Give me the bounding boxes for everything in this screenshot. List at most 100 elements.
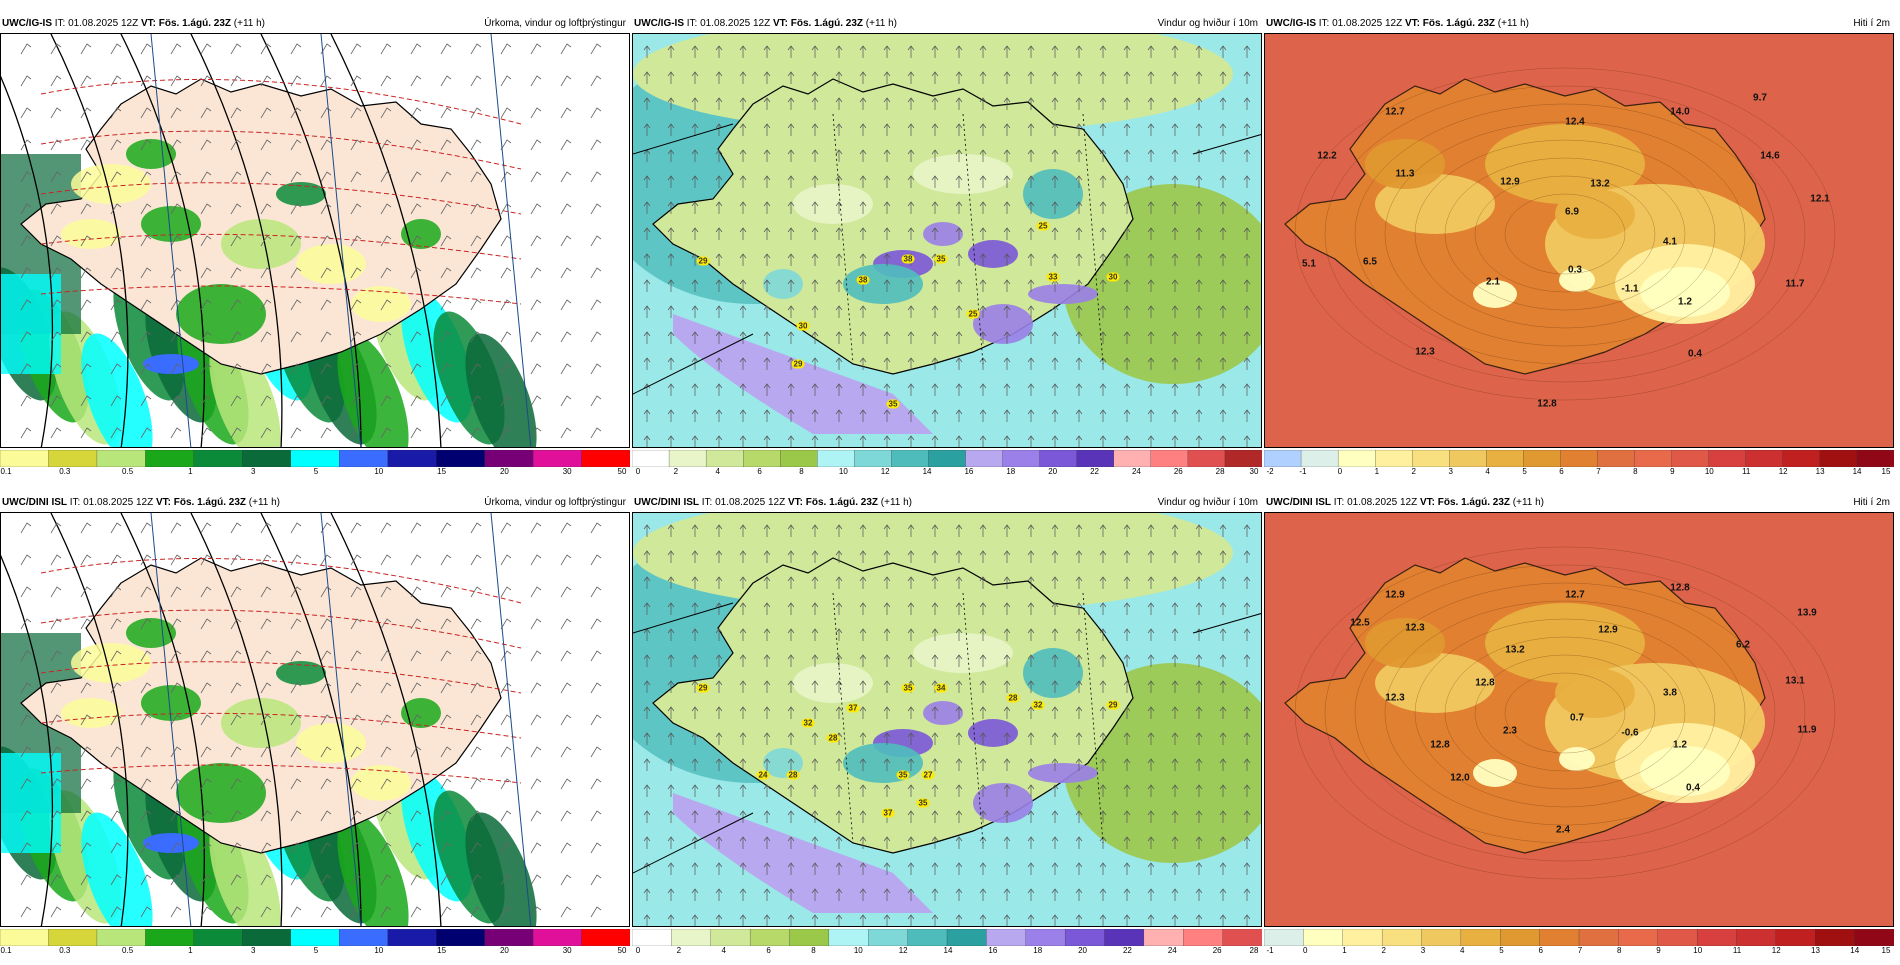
temperature-label: 13.9: [1797, 607, 1817, 619]
colorbar-tick-label: 1: [1374, 467, 1380, 476]
temperature-label: 1.2: [1673, 739, 1687, 751]
colorbar-swatch: [1671, 450, 1710, 467]
colorbar-swatch: [532, 450, 583, 467]
lead-time: (+11 h): [248, 497, 281, 508]
issue-time: IT: 01.08.2025 12Z: [686, 18, 771, 29]
colorbar: [632, 450, 1262, 467]
valid-time: Fös. 1.ágú. 23Z: [158, 18, 231, 29]
gust-label: 28: [1006, 693, 1020, 703]
colorbar-tick-label: 2: [1381, 946, 1386, 955]
valid-prefix: VT:: [787, 497, 803, 508]
lead-time: (+11 h): [1497, 18, 1530, 29]
gust-label: 30: [796, 321, 810, 331]
colorbar-swatch: [290, 450, 340, 467]
colorbar-tick-label: 16: [988, 946, 998, 955]
map-area: 12.7 14.0 9.7 12.2 11.3 12.4 12.9 13.2 14.6 6.9 12…: [1264, 33, 1894, 448]
temperature-label: 12.8: [1537, 398, 1557, 410]
colorbar-swatch: [705, 450, 744, 467]
temperature-label: 12.8: [1670, 582, 1690, 594]
colorbar-swatch: [581, 450, 630, 467]
colorbar-swatch: [1300, 450, 1339, 467]
colorbar-swatch: [1618, 929, 1659, 946]
panel-header: UWC/IG-IS IT: 01.08.2025 12Z VT: Fös. 1.…: [632, 16, 1262, 32]
temperature-label: 12.2: [1317, 150, 1337, 162]
colorbar-tick-label: 20: [1078, 946, 1088, 955]
colorbar-swatch: [1460, 929, 1501, 946]
model-name: UWC/IG-IS: [634, 18, 684, 29]
colorbar-swatch: [1782, 450, 1821, 467]
colorbar-tick-label: 11: [1732, 946, 1742, 955]
colorbar-swatch: [0, 450, 50, 467]
gust-label: 33: [1046, 272, 1060, 282]
colorbar-swatch: [1002, 450, 1041, 467]
colorbar-tick-label: 11: [1742, 467, 1751, 476]
colorbar-tick-label: 22: [1122, 946, 1132, 955]
lead-time: (+11 h): [880, 497, 913, 508]
gust-label: 35: [896, 770, 910, 780]
gust-label: 29: [791, 359, 805, 369]
colorbar-swatch: [1342, 929, 1383, 946]
colorbar-tick-label: 4: [1460, 946, 1465, 955]
colorbar-swatch: [891, 450, 930, 467]
colorbar-tick-label: 24: [1131, 467, 1141, 476]
gust-label: 37: [846, 703, 860, 713]
colorbar-swatch: [1113, 450, 1152, 467]
temperature-label: -0.6: [1621, 727, 1639, 739]
temperature-label: 14.6: [1760, 150, 1780, 162]
temperature-label: 13.1: [1785, 675, 1805, 687]
model-name: UWC/IG-IS: [2, 18, 52, 29]
model-name: UWC/IG-IS: [1266, 18, 1316, 29]
temperature-label: 0.3: [1568, 264, 1582, 276]
colorbar-tick-label: -1: [1266, 946, 1274, 955]
colorbar-swatch: [1854, 929, 1894, 946]
colorbar-swatch: [1264, 929, 1305, 946]
temperature-label: 13.2: [1505, 644, 1525, 656]
colorbar-swatch: [1578, 929, 1620, 946]
colorbar-tick-label: 12: [1771, 946, 1781, 955]
colorbar-swatch: [436, 929, 486, 946]
panel-header-left: UWC/DINI ISL IT: 01.08.2025 12Z VT: Fös.…: [634, 495, 912, 511]
colorbar-ticks: -2 -1 0 1 2 3 4 5 6 7 8 9 10 11 12 13 14 15: [1264, 467, 1894, 479]
colorbar-swatch: [1560, 450, 1599, 467]
valid-prefix: VT:: [772, 18, 788, 29]
colorbar-swatch: [1421, 929, 1462, 946]
valid-time: Fös. 1.ágú. 23Z: [790, 18, 863, 29]
colorbar-swatch: [668, 450, 707, 467]
panel-header: UWC/IG-IS IT: 01.08.2025 12Z VT: Fös. 1.…: [1264, 16, 1894, 32]
colorbar-swatch: [1486, 450, 1525, 467]
colorbar-swatch: [242, 929, 292, 946]
gust-label: 25: [1036, 221, 1050, 231]
temperature-label: 0.4: [1688, 348, 1702, 360]
colorbar-tick-label: 8: [799, 467, 804, 476]
valid-prefix: VT:: [1419, 497, 1435, 508]
colorbar-tick-label: 4: [721, 946, 726, 955]
colorbar-swatch: [1597, 450, 1636, 467]
temperature-label: 2.3: [1503, 725, 1517, 737]
colorbar-tick-label: 4: [715, 467, 720, 476]
colorbar-tick-label: 0.5: [122, 467, 134, 476]
map-area: 29 35 34 28 32 29 37 32 28 24 28 35 27 37 35: [632, 512, 1262, 927]
colorbar-tick-label: 22: [1090, 467, 1099, 476]
model-name: UWC/DINI ISL: [2, 497, 67, 508]
colorbar-swatch: [242, 450, 292, 467]
map-image: [1, 34, 629, 447]
temperature-label: 12.9: [1385, 589, 1405, 601]
colorbar-tick-label: 28: [1249, 946, 1259, 955]
colorbar-swatch: [789, 929, 830, 946]
colorbar-swatch: [854, 450, 893, 467]
colorbar-swatch: [145, 929, 195, 946]
lead-time: (+11 h): [865, 18, 898, 29]
colorbar-swatch: [1696, 929, 1738, 946]
colorbar-swatch: [1500, 929, 1541, 946]
gust-label: 24: [756, 770, 770, 780]
colorbar-swatch: [946, 929, 988, 946]
colorbar-swatch: [96, 450, 147, 467]
temperature-label: 12.8: [1475, 677, 1495, 689]
colorbar-swatch: [387, 929, 437, 946]
colorbar-tick-label: -1: [1299, 467, 1307, 476]
panel-title: Hiti í 2m: [1853, 497, 1890, 508]
issue-time: IT: 01.08.2025 12Z: [54, 18, 139, 29]
map-area: [0, 512, 630, 927]
colorbar-tick-label: 5: [313, 467, 319, 476]
colorbar-tick-label: 6: [766, 946, 771, 955]
